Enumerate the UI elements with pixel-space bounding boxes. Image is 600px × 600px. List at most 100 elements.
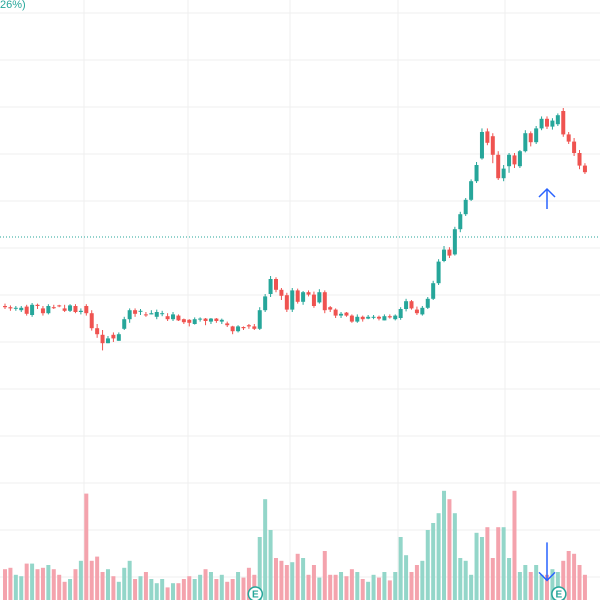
candle[interactable]	[225, 323, 230, 326]
candle[interactable]	[181, 319, 186, 323]
candle[interactable]	[68, 305, 73, 311]
candle[interactable]	[3, 306, 7, 308]
candle[interactable]	[198, 318, 203, 320]
candle[interactable]	[40, 308, 45, 314]
candle[interactable]	[366, 316, 371, 319]
candle[interactable]	[545, 118, 549, 127]
candle[interactable]	[490, 136, 495, 155]
candle[interactable]	[322, 292, 327, 311]
candle[interactable]	[393, 315, 398, 320]
candle[interactable]	[203, 318, 208, 321]
candle[interactable]	[214, 318, 219, 321]
candle[interactable]	[284, 295, 289, 310]
candle[interactable]	[512, 155, 517, 165]
candle[interactable]	[409, 301, 414, 309]
candle[interactable]	[62, 308, 67, 311]
candle[interactable]	[355, 316, 360, 322]
candle[interactable]	[30, 304, 35, 315]
candle[interactable]	[387, 316, 392, 318]
candle[interactable]	[8, 307, 13, 309]
candle[interactable]	[550, 120, 555, 127]
candle[interactable]	[344, 312, 349, 316]
candle[interactable]	[447, 249, 452, 256]
candle[interactable]	[89, 313, 94, 329]
candle[interactable]	[436, 261, 441, 284]
candle[interactable]	[295, 290, 300, 302]
candle[interactable]	[311, 294, 316, 306]
candle[interactable]	[479, 132, 484, 159]
candle[interactable]	[566, 134, 571, 142]
candle[interactable]	[208, 318, 213, 322]
candle[interactable]	[160, 313, 165, 315]
candle[interactable]	[176, 315, 181, 321]
candle[interactable]	[274, 279, 278, 290]
candle[interactable]	[458, 214, 463, 230]
candle[interactable]	[398, 309, 403, 318]
candle[interactable]	[51, 307, 56, 309]
candle[interactable]	[252, 326, 257, 329]
candle[interactable]	[301, 292, 306, 302]
candle[interactable]	[306, 292, 311, 295]
candle[interactable]	[138, 310, 143, 312]
candle[interactable]	[572, 141, 577, 153]
candle[interactable]	[263, 296, 268, 311]
candle[interactable]	[230, 326, 235, 332]
candle[interactable]	[463, 199, 468, 215]
candle[interactable]	[317, 292, 322, 303]
candle[interactable]	[268, 279, 273, 294]
candle[interactable]	[100, 334, 105, 344]
candle[interactable]	[46, 306, 51, 314]
candle[interactable]	[349, 315, 354, 322]
candle[interactable]	[561, 111, 566, 135]
candle[interactable]	[376, 316, 381, 319]
buy-arrow-icon[interactable]	[538, 187, 556, 209]
candle[interactable]	[507, 154, 512, 167]
candle[interactable]	[290, 290, 295, 310]
candle[interactable]	[431, 283, 436, 299]
candle[interactable]	[149, 313, 154, 315]
candle[interactable]	[154, 312, 159, 317]
candle[interactable]	[360, 316, 365, 320]
candle[interactable]	[534, 128, 539, 143]
candle[interactable]	[35, 304, 40, 306]
candle[interactable]	[241, 327, 246, 329]
candle[interactable]	[517, 151, 522, 167]
candle[interactable]	[73, 306, 78, 312]
sell-arrow-icon[interactable]	[538, 542, 556, 582]
candle[interactable]	[452, 229, 457, 255]
candle[interactable]	[192, 319, 197, 324]
candle[interactable]	[528, 133, 533, 143]
candle[interactable]	[219, 319, 224, 322]
candle[interactable]	[122, 319, 127, 329]
candle[interactable]	[582, 165, 587, 173]
candle[interactable]	[523, 133, 528, 152]
candle[interactable]	[339, 313, 344, 316]
candle[interactable]	[496, 154, 501, 179]
candle[interactable]	[171, 314, 176, 320]
candle[interactable]	[414, 309, 419, 314]
candle[interactable]	[78, 310, 83, 312]
candle[interactable]	[111, 334, 116, 339]
candle[interactable]	[485, 131, 490, 143]
candle[interactable]	[425, 298, 430, 308]
candle[interactable]	[501, 168, 506, 179]
candle[interactable]	[19, 307, 24, 311]
signal-arrows[interactable]	[538, 187, 556, 582]
candle[interactable]	[24, 306, 29, 314]
candle[interactable]	[57, 305, 62, 307]
candle[interactable]	[382, 316, 387, 321]
candle[interactable]	[404, 301, 409, 309]
earnings-event-icon[interactable]: E	[247, 586, 264, 600]
candle[interactable]	[539, 118, 544, 129]
candle[interactable]	[246, 325, 251, 327]
candle[interactable]	[257, 310, 262, 329]
candle[interactable]	[420, 307, 425, 315]
candle[interactable]	[555, 115, 560, 125]
candle[interactable]	[84, 306, 89, 314]
candle[interactable]	[577, 153, 582, 166]
candle[interactable]	[13, 307, 18, 309]
candle[interactable]	[333, 309, 338, 316]
candle[interactable]	[105, 338, 110, 344]
